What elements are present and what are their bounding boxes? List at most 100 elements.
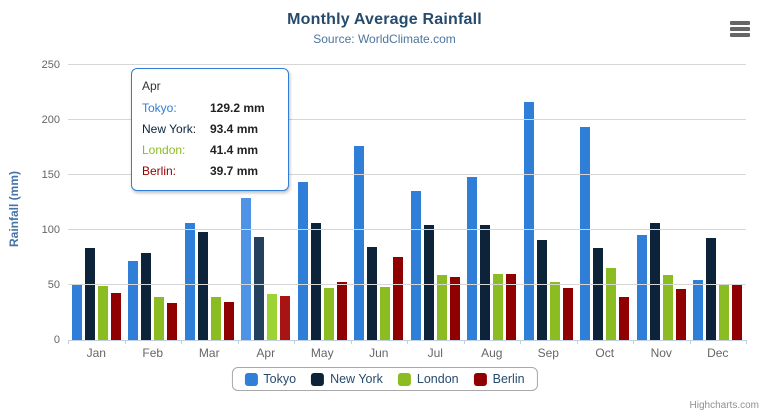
category-group-nov <box>633 65 690 340</box>
gridline <box>68 229 746 230</box>
bar-london-jan[interactable] <box>97 286 108 340</box>
category-group-aug <box>464 65 521 340</box>
credits-link[interactable]: Highcharts.com <box>689 400 759 411</box>
bar-london-sep[interactable] <box>549 282 560 340</box>
bar-tokyo-jan[interactable] <box>71 285 82 340</box>
bar-berlin-oct[interactable] <box>619 297 630 340</box>
y-tick-label: 250 <box>41 59 60 71</box>
tooltip-row: New York: 93.4 mm <box>142 119 278 140</box>
x-tick-mark <box>350 340 352 344</box>
tooltip-row: Tokyo: 129.2 mm <box>142 98 278 119</box>
bar-berlin-mar[interactable] <box>223 302 234 340</box>
tooltip-series-value: 129.2 mm <box>210 101 265 115</box>
y-tick-label: 0 <box>53 334 60 346</box>
bar-tokyo-jul[interactable] <box>410 190 421 340</box>
x-tick-label: Aug <box>481 346 503 360</box>
x-tick-label: Mar <box>198 346 220 360</box>
x-tick-label: Dec <box>707 346 729 360</box>
bar-new-york-oct[interactable] <box>593 248 604 340</box>
x-tick-label: Feb <box>142 346 164 360</box>
bar-berlin-jul[interactable] <box>449 276 460 340</box>
category-group-may <box>294 65 351 340</box>
bar-new-york-apr[interactable] <box>254 237 265 340</box>
bar-london-feb[interactable] <box>154 297 165 340</box>
bar-london-aug[interactable] <box>493 274 504 340</box>
bar-berlin-may[interactable] <box>336 282 347 340</box>
bar-berlin-apr[interactable] <box>280 296 291 340</box>
legend-swatch-icon <box>244 372 258 386</box>
bar-tokyo-may[interactable] <box>297 181 308 340</box>
bar-tokyo-apr[interactable] <box>241 197 252 340</box>
bar-new-york-sep[interactable] <box>536 239 547 340</box>
bar-tokyo-jun[interactable] <box>354 146 365 340</box>
bar-new-york-dec[interactable] <box>706 238 717 340</box>
x-tick-label: Oct <box>595 346 615 360</box>
bar-london-jul[interactable] <box>436 275 447 340</box>
y-tick-label: 50 <box>47 279 60 291</box>
bar-berlin-jun[interactable] <box>393 256 404 340</box>
chart-subtitle: Source: WorldClimate.com <box>313 32 456 46</box>
bar-berlin-sep[interactable] <box>562 287 573 340</box>
tooltip-series-name: Tokyo: <box>142 101 177 115</box>
bar-london-mar[interactable] <box>210 296 221 340</box>
x-tick-mark <box>633 340 634 344</box>
bar-london-may[interactable] <box>323 288 334 340</box>
bar-new-york-may[interactable] <box>310 223 321 340</box>
bar-tokyo-feb[interactable] <box>128 261 139 340</box>
bar-berlin-aug[interactable] <box>506 273 517 340</box>
bar-berlin-jan[interactable] <box>110 293 121 340</box>
bar-berlin-nov[interactable] <box>675 288 686 340</box>
bar-tokyo-aug[interactable] <box>467 176 478 340</box>
legend-item-berlin[interactable]: Berlin <box>473 372 525 386</box>
plot-area <box>68 64 747 344</box>
bar-berlin-dec[interactable] <box>732 283 743 340</box>
x-tick-mark <box>124 340 126 344</box>
bar-tokyo-dec[interactable] <box>693 280 704 340</box>
x-axis-labels: Jan Feb Mar Apr May Jun Jul Aug Sep Oct Nov Dec <box>68 346 746 360</box>
x-tick-label: May <box>310 346 334 360</box>
bar-london-nov[interactable] <box>662 274 673 340</box>
bar-tokyo-oct[interactable] <box>580 126 591 340</box>
legend-item-london[interactable]: London <box>397 372 459 386</box>
y-tick-label: 200 <box>41 114 60 126</box>
bar-new-york-mar[interactable] <box>197 231 208 340</box>
x-tick-mark <box>520 340 521 344</box>
legend-label: Berlin <box>492 372 525 386</box>
bar-london-jun[interactable] <box>380 286 391 340</box>
bar-new-york-feb[interactable] <box>141 253 152 340</box>
legend-swatch-icon <box>397 372 411 386</box>
gridline <box>68 119 746 120</box>
bar-berlin-feb[interactable] <box>167 303 178 340</box>
bar-new-york-jan[interactable] <box>84 248 95 340</box>
hamburger-icon <box>730 21 750 25</box>
x-tick-mark <box>237 340 239 344</box>
bar-new-york-aug[interactable] <box>480 225 491 340</box>
legend-item-tokyo[interactable]: Tokyo <box>244 372 296 386</box>
x-tick-label: Jun <box>369 346 389 360</box>
bar-london-apr[interactable] <box>267 294 278 340</box>
legend-item-new-york[interactable]: New York <box>311 372 383 386</box>
gridline <box>68 64 746 65</box>
bar-new-york-jun[interactable] <box>367 247 378 340</box>
x-tick-label: Nov <box>650 346 672 360</box>
bar-new-york-jul[interactable] <box>423 224 434 340</box>
category-group-apr <box>238 65 295 340</box>
legend-swatch-icon <box>311 372 325 386</box>
bar-london-oct[interactable] <box>606 268 617 340</box>
bar-london-dec[interactable] <box>719 283 730 340</box>
legend: Tokyo New York London Berlin <box>231 367 538 391</box>
bar-new-york-nov[interactable] <box>649 222 660 340</box>
x-tick-label: Sep <box>537 346 559 360</box>
category-group-sep <box>520 65 577 340</box>
category-group-dec <box>690 65 747 340</box>
bar-tokyo-nov[interactable] <box>636 234 647 340</box>
legend-label: New York <box>330 372 383 386</box>
export-menu-button[interactable] <box>730 21 750 37</box>
tooltip-series-name: London: <box>142 143 186 157</box>
bar-tokyo-mar[interactable] <box>184 222 195 340</box>
bar-tokyo-sep[interactable] <box>523 101 534 340</box>
x-tick-mark <box>294 340 295 344</box>
chart-title: Monthly Average Rainfall <box>287 11 482 28</box>
y-tick-label: 150 <box>41 169 60 181</box>
